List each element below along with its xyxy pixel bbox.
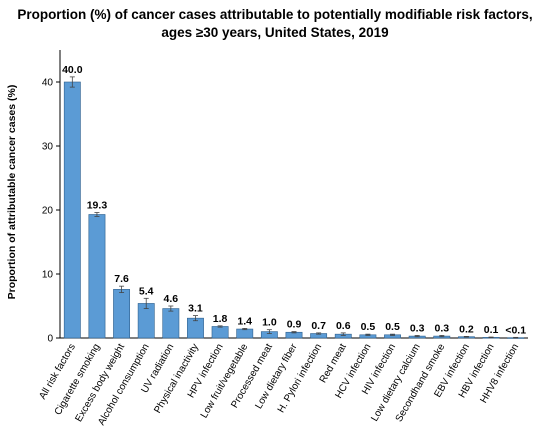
- y-axis-label: Proportion of attributable cancer cases …: [6, 85, 18, 300]
- data-label: 0.7: [311, 320, 326, 332]
- bar: [88, 214, 106, 339]
- chart-title-line-2: ages ≥30 years, United States, 2019: [161, 25, 389, 40]
- data-label: 40.0: [62, 64, 83, 76]
- y-tick-label: 0: [47, 334, 53, 345]
- y-tick-label: 40: [42, 78, 54, 89]
- chart-title: Proportion (%) of cancer cases attributa…: [0, 6, 550, 42]
- bar: [211, 326, 229, 339]
- data-label: 0.9: [287, 319, 302, 331]
- bar: [236, 328, 254, 339]
- data-label: 19.3: [87, 200, 108, 212]
- data-label: 0.3: [434, 322, 449, 334]
- bar: [162, 308, 180, 339]
- data-label: 0.6: [336, 320, 351, 332]
- data-label: 0.5: [361, 321, 376, 333]
- data-label: 3.1: [188, 303, 203, 315]
- data-label: 1.4: [237, 315, 252, 327]
- bar: [113, 289, 131, 339]
- data-label: 0.1: [484, 324, 499, 336]
- data-label: 5.4: [139, 285, 154, 297]
- y-tick-label: 10: [42, 270, 54, 281]
- bar: [63, 81, 81, 339]
- data-label: 1.0: [262, 317, 277, 329]
- data-label: 1.8: [213, 313, 228, 325]
- data-label: 0.3: [410, 322, 425, 334]
- y-tick-label: 20: [42, 206, 54, 217]
- bars: 40.0 19.3 7.6 5.4 4.6 3.1 1.8 1.4 1.0 0.9 0.7 0.6 0.…: [62, 64, 526, 339]
- data-label: 4.6: [164, 293, 179, 305]
- data-label: <0.1: [505, 324, 526, 336]
- bar: [187, 317, 204, 339]
- data-label: 7.6: [114, 273, 129, 285]
- y-tick-label: 30: [42, 142, 54, 153]
- data-label: 0.5: [385, 321, 400, 333]
- data-label: 0.2: [459, 323, 474, 335]
- chart-title-line-1: Proportion (%) of cancer cases attributa…: [17, 7, 533, 22]
